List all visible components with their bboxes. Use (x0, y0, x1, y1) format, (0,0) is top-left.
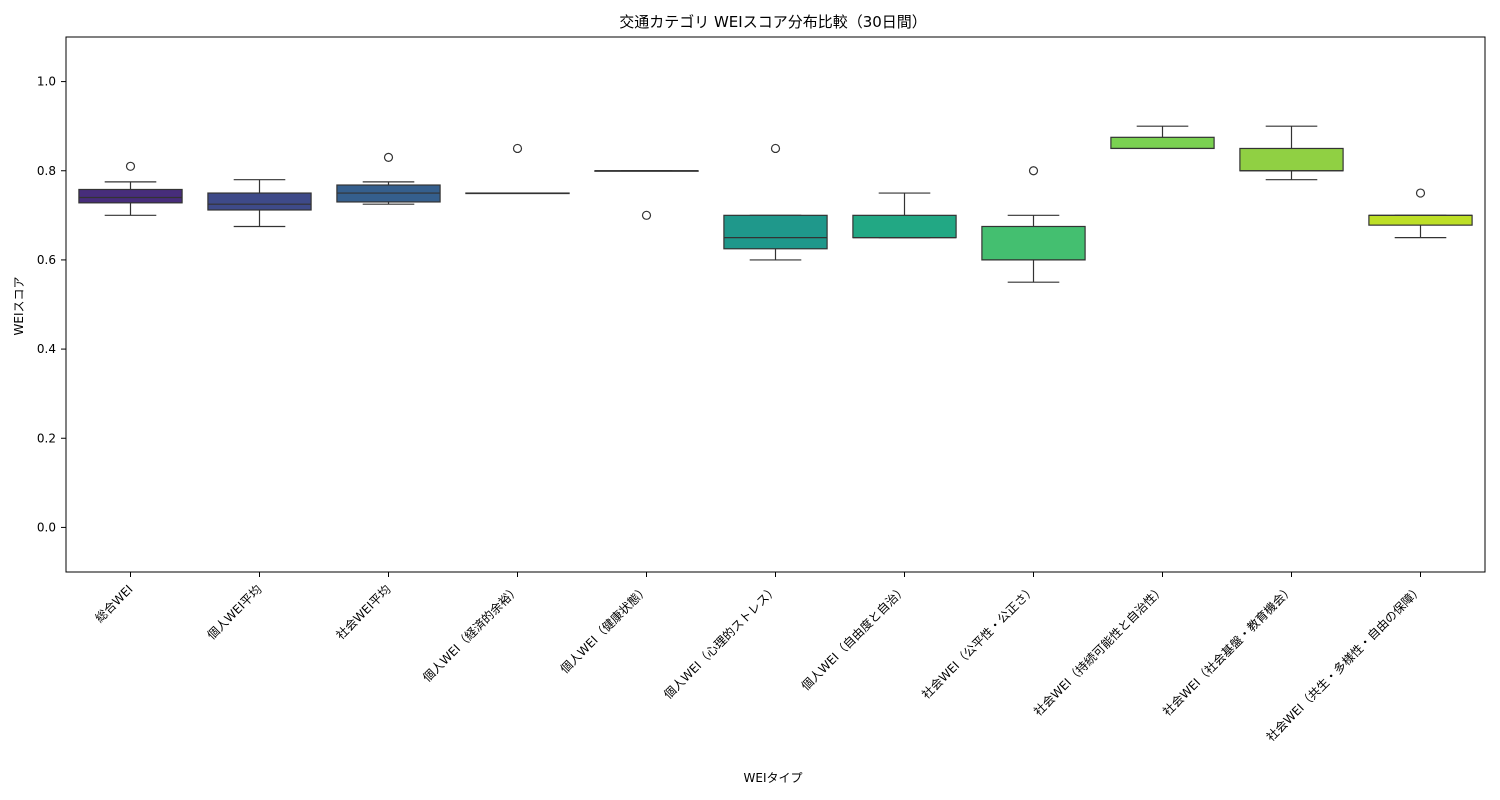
box-7 (852, 192, 957, 239)
x-tick-label: 個人WEI（経済的余裕） (419, 582, 522, 685)
y-tick-label: 0.4 (37, 342, 56, 356)
outlier-point (383, 152, 394, 162)
x-tick-label: 個人WEI（自由度と自治） (798, 582, 910, 694)
box-11 (1368, 188, 1473, 239)
x-tick-label: 個人WEI（心理的ストレス） (660, 582, 780, 702)
box-10 (1239, 125, 1344, 181)
y-tick-label: 1.0 (37, 75, 56, 89)
y-tick-label: 0.0 (37, 520, 56, 534)
box-2 (207, 179, 312, 228)
box-9 (1110, 125, 1215, 150)
x-tick-label: 個人WEI（健康状態） (557, 582, 652, 677)
x-tick-label: 総合WEI (92, 582, 136, 626)
box-body (723, 214, 828, 250)
outlier-point (1028, 166, 1039, 176)
outlier-point (1415, 188, 1426, 198)
box-body (207, 192, 312, 211)
y-axis-label: WEIスコア (12, 277, 26, 336)
x-axis: 総合WEI 個人WEI平均 社会WEI平均 個人WEI（経済的余裕） 個人WEI（健康状… (92, 572, 1426, 744)
y-tick-label: 0.8 (37, 164, 56, 178)
y-tick-label: 0.6 (37, 253, 56, 267)
x-tick-label: 社会WEI平均 (333, 582, 394, 643)
x-tick-label: 社会WEI（公平性・公正さ） (918, 582, 1038, 702)
y-tick-label: 0.2 (37, 431, 56, 445)
box-6 (723, 143, 828, 261)
box-4 (465, 143, 570, 195)
box-series (78, 125, 1473, 283)
outlier-point (770, 143, 781, 154)
box-3 (336, 152, 441, 205)
box-body (78, 188, 183, 204)
outlier-point (512, 143, 523, 154)
box-8 (981, 166, 1086, 283)
x-tick-label: 個人WEI平均 (205, 582, 265, 642)
x-tick-label: 社会WEI（社会基盤・教育機会） (1159, 582, 1296, 719)
box-1 (78, 161, 183, 216)
x-tick-label: 社会WEI（持続可能性と自治性） (1030, 582, 1167, 719)
outlier-point (125, 161, 136, 171)
x-axis-label: WEIタイプ (744, 771, 803, 785)
outlier-point (641, 210, 652, 220)
box-body (852, 214, 957, 239)
box-body (1239, 147, 1344, 172)
box-body (981, 225, 1086, 261)
x-tick-label: 社会WEI（共生・多様性・自由の保障） (1263, 582, 1426, 745)
chart-title: 交通カテゴリ WEIスコア分布比較（30日間） (619, 13, 927, 31)
plot-area (65, 36, 1486, 573)
box-5 (594, 170, 699, 220)
box-body (1368, 214, 1473, 226)
box-body (1110, 136, 1215, 150)
y-axis: 0.0 0.2 0.4 0.6 0.8 1.0 (37, 75, 66, 534)
